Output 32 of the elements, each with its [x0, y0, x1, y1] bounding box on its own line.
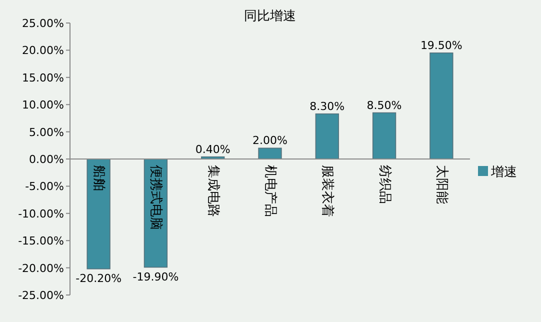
y-tick-label: -25.00% — [18, 289, 64, 302]
y-tick-label: -5.00% — [25, 180, 64, 194]
legend-label: 增速 — [490, 165, 517, 180]
x-tick-label: 太阳能 — [434, 165, 449, 204]
y-tick-label: 25.00% — [22, 17, 64, 30]
x-tick-label: 便携式电脑 — [148, 165, 164, 230]
bar — [430, 52, 454, 160]
bar — [86, 158, 110, 270]
data-label: 8.50% — [366, 98, 402, 112]
x-tick-label: 服装衣着 — [320, 165, 336, 217]
x-tick-label: 集成电路 — [205, 165, 220, 217]
data-label: 8.30% — [310, 100, 345, 113]
y-tick-label: 0.00% — [29, 153, 64, 166]
x-tick-label: 纺织品 — [376, 165, 392, 204]
y-tick-label: -10.00% — [18, 207, 64, 220]
y-tick-label: 20.00% — [22, 44, 64, 58]
data-label: 2.00% — [252, 134, 288, 148]
x-tick-label: 船舶 — [91, 165, 106, 191]
bar — [315, 113, 339, 160]
data-label: -20.20% — [76, 272, 122, 285]
y-tick-label: -20.00% — [18, 262, 64, 275]
chart-title: 同比增速 — [244, 9, 296, 24]
y-tick-label: 15.00% — [22, 71, 64, 84]
data-label: -19.90% — [132, 270, 179, 284]
bar — [258, 148, 282, 160]
x-tick-label: 机电产品 — [262, 165, 278, 217]
y-tick-label: 5.00% — [29, 126, 64, 139]
bar — [372, 112, 396, 160]
data-label: 0.40% — [195, 142, 230, 156]
y-tick-label: -15.00% — [18, 234, 64, 248]
y-tick-label: 10.00% — [22, 98, 64, 112]
data-label: 19.50% — [420, 38, 462, 52]
